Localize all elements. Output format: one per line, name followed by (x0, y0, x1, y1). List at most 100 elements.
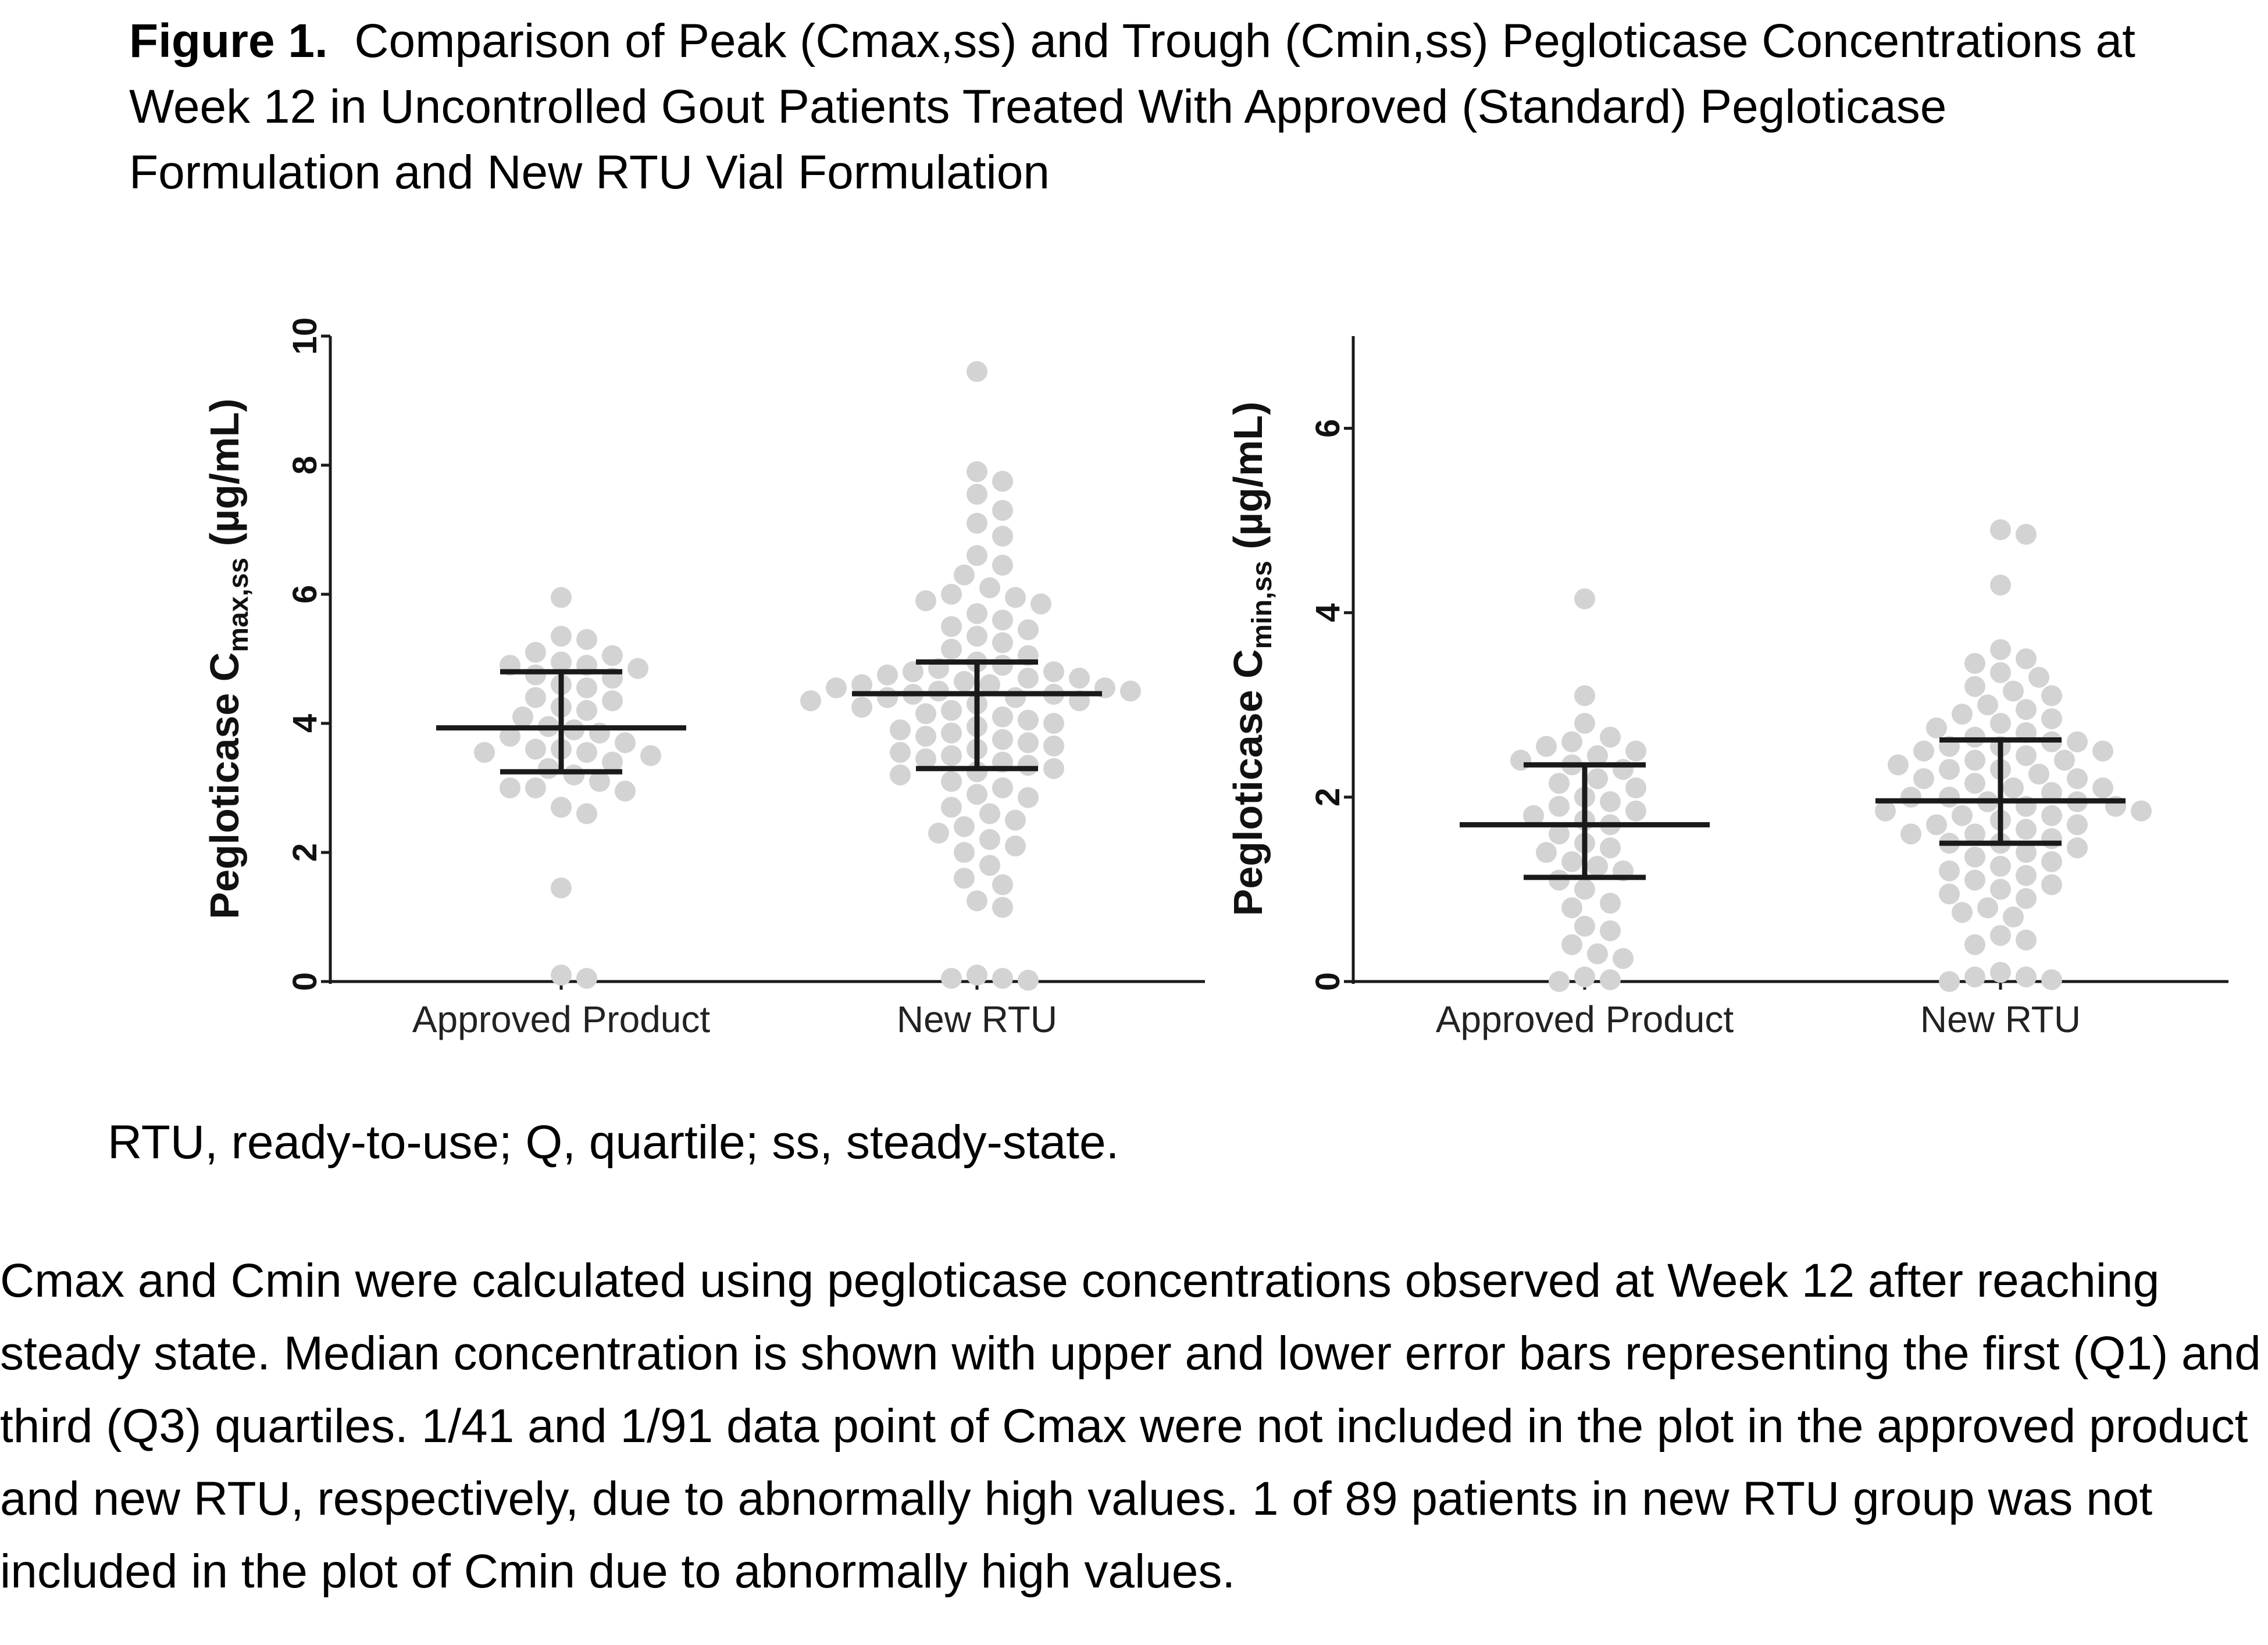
data-point (551, 964, 572, 986)
data-point (1018, 732, 1039, 754)
data-point (1939, 883, 1960, 905)
data-point (954, 564, 975, 586)
data-point (1005, 835, 1026, 857)
data-point (941, 770, 962, 792)
data-point (992, 706, 1013, 727)
y-tick-label: 4 (1309, 604, 1347, 622)
data-point (826, 677, 847, 698)
data-point (967, 626, 987, 647)
data-point (1964, 869, 1985, 891)
data-point (992, 777, 1013, 798)
data-point (890, 741, 911, 763)
data-point (877, 664, 898, 686)
data-point (915, 726, 936, 747)
data-point (1964, 934, 1985, 955)
data-point (979, 674, 1000, 695)
data-point (1561, 934, 1582, 955)
data-point (954, 816, 975, 837)
data-point (602, 645, 623, 666)
data-point (992, 897, 1013, 918)
data-point (2054, 750, 2075, 771)
data-point (2016, 929, 2037, 951)
data-point (2131, 800, 2152, 822)
data-point (2041, 851, 2062, 872)
data-point (1561, 897, 1582, 919)
data-point (941, 745, 962, 766)
data-point (512, 706, 533, 727)
data-point (2041, 708, 2062, 730)
data-point (1913, 740, 1934, 762)
data-point (1549, 795, 1570, 817)
data-point (1939, 971, 1960, 992)
data-point (1939, 759, 1960, 780)
data-point (589, 770, 610, 792)
data-point (1574, 588, 1595, 609)
data-point (1018, 619, 1039, 641)
data-point (890, 764, 911, 786)
data-point (979, 829, 1000, 850)
data-point (1043, 758, 1064, 779)
y-axis-title-main: Pegloticase C (1225, 649, 1271, 916)
data-point (1952, 704, 1973, 725)
data-point (525, 664, 546, 686)
data-point (928, 822, 949, 844)
data-point (2067, 768, 2088, 790)
data-point (1990, 519, 2011, 540)
data-point (1574, 713, 1595, 734)
data-point (1990, 713, 2011, 734)
data-point (1549, 971, 1570, 992)
data-point (954, 842, 975, 863)
data-point (1536, 736, 1557, 757)
data-point (2016, 523, 2037, 545)
data-point (967, 784, 987, 805)
data-point (967, 483, 987, 505)
data-point (1536, 842, 1557, 863)
data-point (1510, 750, 1531, 771)
data-point (1964, 676, 1985, 697)
data-point (1900, 823, 1921, 845)
data-point (2016, 865, 2037, 886)
data-point (1625, 740, 1646, 762)
data-point (1018, 787, 1039, 808)
y-axis-title-unit: (µg/mL) (1225, 402, 1271, 561)
data-point (800, 690, 821, 712)
data-point (1005, 809, 1026, 831)
data-point (602, 690, 623, 712)
y-tick-label: 2 (1309, 788, 1347, 807)
data-point (551, 797, 572, 818)
data-point (1888, 754, 1909, 776)
data-point (1005, 587, 1026, 608)
data-point (1926, 814, 1947, 836)
data-point (992, 632, 1013, 654)
data-point (1523, 805, 1544, 826)
figure-title-text: Comparison of Peak (Cmax,ss) and Trough … (129, 15, 2135, 199)
data-point (1990, 879, 2011, 900)
data-point (1120, 680, 1141, 702)
data-point (992, 729, 1013, 750)
data-point (992, 470, 1013, 492)
x-category-label: New RTU (897, 998, 1057, 1040)
data-point (627, 658, 648, 679)
data-point (1043, 661, 1064, 683)
data-point (967, 545, 987, 566)
data-point (1018, 969, 1039, 991)
y-tick-label: 6 (1309, 419, 1347, 437)
data-point (941, 722, 962, 744)
data-point (992, 555, 1013, 576)
data-point (2092, 777, 2113, 798)
data-point (1952, 805, 1973, 826)
data-point (1990, 662, 2011, 683)
data-point (2016, 842, 2037, 863)
data-point (1964, 750, 1985, 771)
data-point (2041, 685, 2062, 706)
figure-title: Figure 1. Comparison of Peak (Cmax,ss) a… (129, 8, 2199, 205)
x-category-label: Approved Product (412, 998, 711, 1040)
data-point (551, 877, 572, 899)
data-point (2041, 874, 2062, 895)
data-point (2016, 966, 2037, 988)
data-point (1561, 851, 1582, 872)
data-point (1587, 745, 1608, 766)
data-point (967, 603, 987, 625)
data-point (1043, 735, 1064, 757)
data-point (2016, 699, 2037, 720)
